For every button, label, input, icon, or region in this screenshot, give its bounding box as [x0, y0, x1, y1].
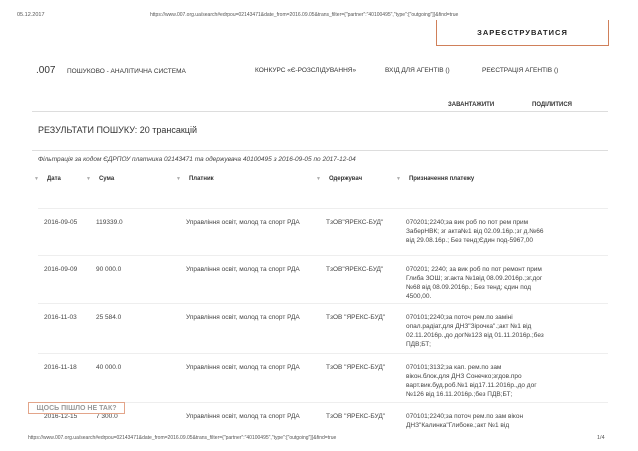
cell-purpose: 070201;2240;за вик роб по пот рем прим З… — [406, 219, 544, 244]
download-button[interactable]: ЗАВАНТАЖИТИ — [448, 102, 495, 108]
nav-contest[interactable]: КОНКУРС «Є-РОЗСЛІДУВАННЯ» — [255, 67, 357, 74]
cell-payer: Управління освіт, молод та спорт РДА — [186, 314, 300, 321]
share-button[interactable]: ПОДІЛИТИСЯ — [532, 102, 572, 108]
cell-recipient: ТзОВ"ЯРЕКС-БУД" — [326, 219, 384, 226]
logo[interactable]: .007 — [36, 65, 56, 76]
cell-sum: 90 000.0 — [96, 266, 122, 273]
divider — [32, 111, 608, 112]
print-url: https://www.007.org.ua/search#edrpou=021… — [150, 12, 459, 18]
cell-payer: Управління освіт, молод та спорт РДА — [186, 219, 300, 226]
cell-payer: Управління освіт, молод та спорт РДА — [186, 364, 300, 371]
row-divider — [38, 303, 608, 304]
cell-sum: 119339.0 — [96, 219, 123, 226]
cell-date: 2016-11-03 — [44, 314, 77, 321]
cell-payer: Управління освіт, молод та спорт РДА — [186, 266, 300, 273]
column-header-payer[interactable]: ▼ Платник — [176, 176, 214, 182]
row-divider — [38, 255, 608, 256]
column-header-label: Сума — [98, 176, 115, 182]
column-header-purpose[interactable]: ▼ Призначення платежу — [396, 176, 474, 182]
sort-icon: ▼ — [396, 176, 401, 182]
column-header-label: Платник — [188, 176, 214, 182]
row-divider — [38, 208, 608, 209]
cell-date: 2016-09-05 — [44, 219, 78, 226]
row-divider — [38, 353, 608, 354]
cell-date: 2016-11-18 — [44, 364, 77, 371]
cell-date: 2016-12-15 — [44, 413, 78, 420]
nav-agent-register[interactable]: РЕЄСТРАЦІЯ АГЕНТІВ () — [482, 67, 559, 74]
column-header-recipient[interactable]: ▼ Одержувач — [316, 176, 362, 182]
site-subtitle: ПОШУКОВО - АНАЛІТИЧНА СИСТЕМА — [67, 68, 186, 75]
cell-purpose: 070101;3132;за кап. рем.по зам вікон.бло… — [406, 364, 537, 398]
column-header-sum[interactable]: ▼ Сума — [86, 176, 114, 182]
cell-sum: 7 300.0 — [96, 413, 118, 420]
report-problem-button[interactable]: ЩОСЬ ПІШЛО НЕ ТАК? — [28, 402, 125, 414]
register-button[interactable]: ЗАРЕЄСТРУВАТИСЯ — [436, 20, 609, 46]
sort-icon: ▼ — [86, 176, 91, 182]
column-header-label: Призначення платежу — [408, 176, 475, 182]
column-header-date[interactable]: ▼ Дата — [34, 176, 61, 182]
print-date: 05.12.2017 — [17, 12, 45, 18]
column-header-label: Дата — [46, 176, 61, 182]
column-header-label: Одержувач — [328, 176, 363, 182]
cell-recipient: ТзОВ "ЯРЕКС-БУД" — [326, 314, 386, 321]
sort-icon: ▼ — [316, 176, 321, 182]
cell-purpose: 070201; 2240; за вик роб по пот ремонт п… — [406, 266, 543, 300]
cell-purpose: 070101;2240;за поточ рем.по зам вікон ДН… — [406, 413, 524, 429]
divider — [32, 150, 608, 151]
cell-recipient: ТзОВ "ЯРЕКС-БУД" — [326, 413, 386, 420]
cell-date: 2016-09-09 — [44, 266, 78, 273]
cell-sum: 25 584.0 — [96, 314, 122, 321]
print-footer-url: https://www.007.org.ua/search#edrpou=021… — [28, 435, 337, 441]
sort-icon: ▼ — [34, 176, 39, 182]
cell-sum: 40 000.0 — [96, 364, 122, 371]
results-title: РЕЗУЛЬТАТИ ПОШУКУ: 20 трансакцій — [38, 125, 197, 135]
page-number: 1/4 — [597, 435, 605, 441]
row-divider — [38, 402, 608, 403]
cell-payer: Управління освіт, молод та спорт РДА — [186, 413, 300, 420]
nav-agent-login[interactable]: ВХІД ДЛЯ АГЕНТІВ () — [385, 67, 450, 74]
cell-recipient: ТзОВ"ЯРЕКС-БУД" — [326, 266, 384, 273]
filter-description: Фільтрація за кодом ЄДРПОУ платника 0214… — [38, 156, 356, 163]
cell-purpose: 070101;2240;за поточ рем.по заміні опал.… — [406, 314, 544, 348]
cell-recipient: ТзОВ "ЯРЕКС-БУД" — [326, 364, 386, 371]
sort-icon: ▼ — [176, 176, 181, 182]
